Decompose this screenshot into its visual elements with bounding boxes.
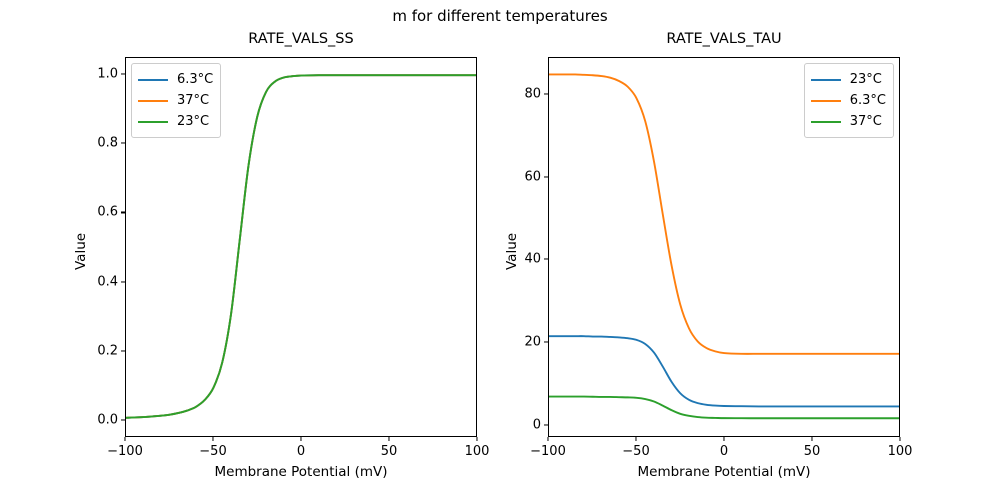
ytick-mark [121, 350, 125, 352]
xtick-label: 100 [887, 444, 913, 459]
legend-line-swatch [138, 78, 168, 81]
legend-label: 37°C [849, 114, 882, 129]
ytick-label: 40 [524, 251, 541, 267]
ytick-label: 0 [532, 417, 541, 433]
xtick-mark [635, 437, 637, 441]
xtick-label: −50 [622, 444, 650, 459]
ytick-label: 20 [524, 334, 541, 350]
legend-line-swatch [810, 78, 841, 81]
right-ylabel: Value [504, 232, 520, 270]
series-line [549, 74, 899, 353]
xtick-mark [476, 437, 478, 441]
ytick-label: 0.4 [97, 274, 118, 290]
legend-label: 23°C [849, 72, 882, 87]
right-axes-frame [548, 57, 900, 437]
legend-line-swatch [810, 120, 841, 123]
ytick-label: 60 [524, 169, 541, 185]
xtick-mark [547, 437, 549, 441]
right-xlabel: Membrane Potential (mV) [637, 464, 811, 480]
series-line [126, 75, 476, 418]
legend-label: 23°C [177, 114, 210, 129]
xtick-mark [212, 437, 214, 441]
right-axes-title: RATE_VALS_TAU [666, 31, 782, 47]
left-plot-lines [126, 58, 476, 436]
legend-entry[interactable]: 6.3°C [138, 69, 213, 90]
xtick-label: 100 [464, 444, 490, 459]
ytick-mark [544, 341, 548, 343]
legend-entry[interactable]: 37°C [810, 111, 886, 132]
panel-rate-vals-ss: RATE_VALS_SS Value Membrane Potential (m… [73, 31, 489, 480]
ytick-mark [544, 176, 548, 178]
xtick-label: 0 [296, 444, 306, 459]
legend-line-swatch [810, 99, 841, 102]
legend-entry[interactable]: 6.3°C [810, 90, 886, 111]
ytick-mark [121, 73, 125, 75]
ytick-mark [544, 93, 548, 95]
xtick-label: 50 [803, 444, 821, 459]
legend-label: 37°C [177, 93, 210, 108]
left-ylabel: Value [73, 232, 89, 270]
xtick-label: −100 [530, 444, 566, 459]
figure-suptitle: m for different temperatures [392, 7, 608, 25]
xtick-label: 50 [380, 444, 398, 459]
ytick-label: 0.0 [97, 412, 118, 428]
right-legend[interactable]: 23°C 6.3°C 37°C [803, 63, 894, 138]
panel-rate-vals-tau: RATE_VALS_TAU Value Membrane Potential (… [504, 31, 912, 480]
legend-label: 6.3°C [849, 93, 886, 108]
legend-entry[interactable]: 23°C [810, 69, 886, 90]
legend-line-swatch [138, 99, 168, 102]
ytick-label: 80 [524, 86, 541, 102]
ytick-mark [544, 424, 548, 426]
right-plot-lines [549, 58, 899, 436]
ytick-label: 1.0 [97, 66, 118, 82]
legend-entry[interactable]: 37°C [138, 90, 213, 111]
legend-entry[interactable]: 23°C [138, 111, 213, 132]
ytick-mark [544, 258, 548, 260]
xtick-label: −50 [199, 444, 227, 459]
xtick-mark [811, 437, 813, 441]
ytick-mark [121, 211, 125, 213]
xtick-mark [899, 437, 901, 441]
left-xlabel: Membrane Potential (mV) [214, 464, 388, 480]
xtick-mark [723, 437, 725, 441]
xtick-mark [388, 437, 390, 441]
left-legend[interactable]: 6.3°C 37°C 23°C [131, 63, 222, 138]
ytick-mark [121, 281, 125, 283]
ytick-label: 0.6 [97, 204, 118, 220]
left-axes-title: RATE_VALS_SS [248, 31, 354, 47]
legend-label: 6.3°C [177, 72, 214, 87]
series-line [549, 397, 899, 419]
xtick-mark [124, 437, 126, 441]
ytick-label: 0.2 [97, 343, 118, 359]
ytick-mark [121, 419, 125, 421]
legend-line-swatch [138, 120, 168, 123]
xtick-label: −100 [107, 444, 143, 459]
ytick-label: 0.8 [97, 135, 118, 151]
xtick-label: 0 [719, 444, 729, 459]
left-axes-frame [125, 57, 477, 437]
xtick-mark [300, 437, 302, 441]
ytick-mark [121, 142, 125, 144]
series-line [549, 336, 899, 406]
